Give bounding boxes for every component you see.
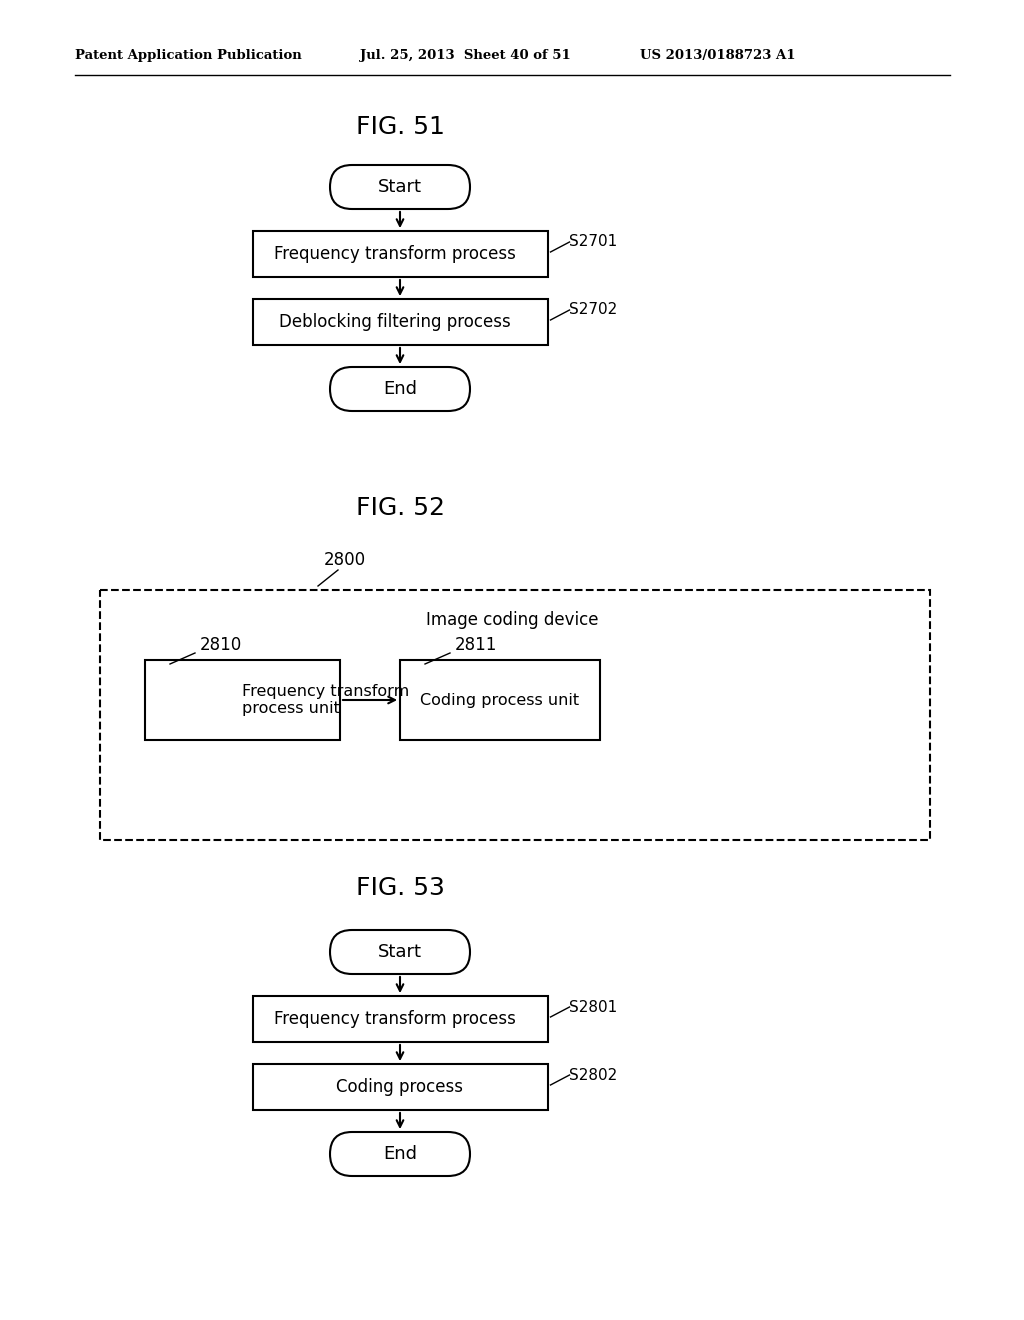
Text: End: End (383, 1144, 417, 1163)
Text: Start: Start (378, 942, 422, 961)
Bar (400, 660, 600, 741)
Text: 2800: 2800 (324, 550, 366, 569)
Text: Jul. 25, 2013  Sheet 40 of 51: Jul. 25, 2013 Sheet 40 of 51 (360, 49, 570, 62)
Text: S2801: S2801 (569, 999, 617, 1015)
FancyBboxPatch shape (330, 165, 470, 209)
Bar (145, 660, 340, 741)
Text: Coding process: Coding process (337, 1078, 464, 1096)
Bar (100, 590, 930, 840)
Text: Deblocking filtering process: Deblocking filtering process (280, 313, 511, 331)
FancyBboxPatch shape (330, 1133, 470, 1176)
Text: End: End (383, 380, 417, 399)
Text: S2802: S2802 (569, 1068, 617, 1082)
Text: FIG. 53: FIG. 53 (355, 876, 444, 900)
Bar (253, 231, 548, 277)
Text: S2702: S2702 (569, 302, 617, 318)
Bar (253, 300, 548, 345)
Text: US 2013/0188723 A1: US 2013/0188723 A1 (640, 49, 796, 62)
Bar (253, 1064, 548, 1110)
Text: S2701: S2701 (569, 235, 617, 249)
Text: Frequency transform process: Frequency transform process (274, 246, 516, 263)
Text: FIG. 51: FIG. 51 (355, 115, 444, 139)
Text: 2811: 2811 (455, 636, 498, 653)
FancyBboxPatch shape (330, 367, 470, 411)
Text: Patent Application Publication: Patent Application Publication (75, 49, 302, 62)
Text: 2810: 2810 (200, 636, 243, 653)
Text: Frequency transform
process unit: Frequency transform process unit (243, 684, 410, 717)
Text: Image coding device: Image coding device (426, 611, 598, 630)
Text: Frequency transform process: Frequency transform process (274, 1010, 516, 1028)
Text: Start: Start (378, 178, 422, 195)
Bar (253, 997, 548, 1041)
Text: Coding process unit: Coding process unit (421, 693, 580, 708)
Text: FIG. 52: FIG. 52 (355, 496, 444, 520)
FancyBboxPatch shape (330, 931, 470, 974)
